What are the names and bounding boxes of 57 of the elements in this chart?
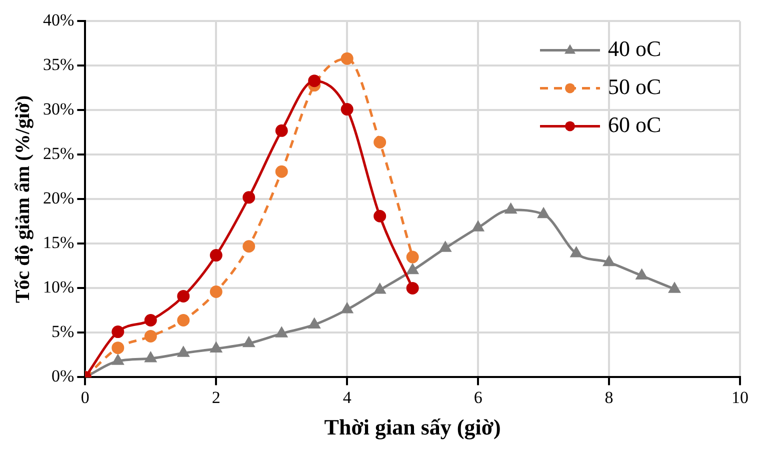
y-tick-label: 10% — [42, 278, 74, 297]
y-tick-label: 40% — [42, 10, 74, 30]
point — [210, 249, 222, 262]
y-tick-label: 20% — [42, 188, 74, 208]
point — [374, 210, 386, 222]
point — [636, 269, 648, 280]
point — [340, 103, 354, 116]
x-tick-label: 6 — [474, 388, 482, 407]
point — [374, 136, 386, 148]
y-axis-title: Tốc độ giảm ẩm (%/giờ) — [12, 95, 34, 304]
legend-label: 50 oC — [608, 74, 662, 99]
point — [374, 284, 386, 294]
point — [112, 342, 124, 354]
point — [210, 342, 222, 352]
point — [145, 352, 156, 362]
point — [275, 165, 288, 178]
x-tick-label: 10 — [732, 388, 748, 407]
y-tick-label: 0% — [51, 366, 74, 386]
point — [440, 242, 451, 252]
x-tick-label: 4 — [342, 388, 352, 407]
point — [538, 208, 550, 218]
point — [308, 318, 320, 328]
x-axis-title: Thời gian sấy (giờ) — [324, 414, 501, 440]
point — [210, 286, 222, 298]
y-tick-label: 35% — [42, 55, 74, 74]
point — [178, 346, 189, 357]
point — [570, 247, 582, 258]
point — [505, 204, 516, 214]
point — [112, 354, 124, 365]
y-tick-label: 30% — [42, 100, 74, 119]
x-tick-label: 0 — [80, 388, 90, 407]
point — [276, 327, 288, 338]
x-tick-label: 2 — [212, 388, 220, 407]
y-tick-label: 15% — [42, 233, 74, 252]
point — [308, 74, 321, 88]
point — [243, 337, 254, 348]
point — [242, 191, 256, 204]
point — [472, 221, 484, 232]
legend-label: 60 oC — [608, 112, 662, 137]
point — [144, 314, 157, 326]
y-tick-label: 5% — [51, 322, 74, 342]
point — [112, 326, 124, 338]
point — [668, 282, 680, 293]
point — [406, 282, 419, 294]
point — [603, 256, 615, 266]
point — [242, 240, 256, 253]
legend-label: 40 oC — [608, 36, 662, 61]
point — [177, 314, 190, 326]
point — [342, 303, 353, 314]
point — [144, 330, 157, 343]
point — [340, 52, 354, 65]
point — [406, 250, 419, 264]
x-tick-label: 8 — [604, 388, 614, 407]
point — [177, 290, 190, 302]
point — [275, 124, 288, 137]
point — [407, 264, 418, 274]
y-tick-label: 25% — [42, 144, 74, 164]
